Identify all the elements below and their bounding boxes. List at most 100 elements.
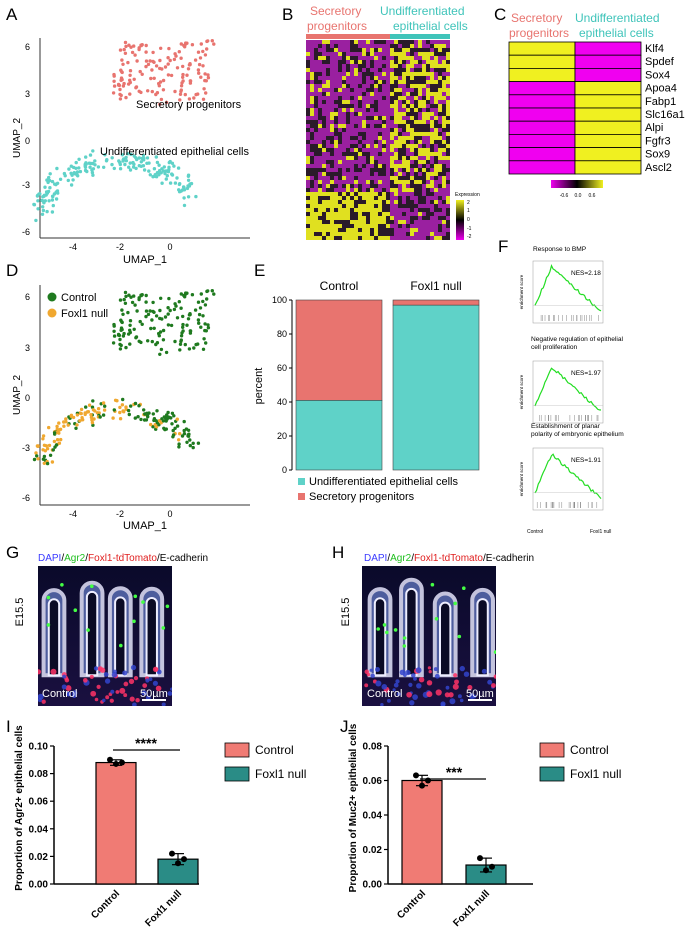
umap-point [110,156,114,160]
heatmap-cell [330,196,334,200]
heatmap-cell [394,64,398,68]
e-legend-secretory: Secretory progenitors [309,491,415,503]
heatmap-cell [438,40,442,44]
heatmap-cell [442,52,446,56]
heatmap-cell [414,200,418,204]
stained-cell [277,701,282,706]
agr2-positive-cell [402,636,407,640]
heatmap-cell [422,56,426,60]
heatmap-cell [338,176,342,180]
heatmap-cell [382,196,386,200]
umap-point [140,43,144,47]
heatmap-cell [338,192,342,196]
heatmap-cell [314,52,318,56]
heatmap-cell [434,236,438,240]
heatmap-cell [438,152,442,156]
b-group-bar-secretory [306,34,390,39]
heatmap-cell [422,236,426,240]
micrograph [497,566,635,707]
panel-a: A 6 3 0 -3 -6 -4 -2 0 UMAP_2 UMAP_1 Secr… [6,5,250,266]
heatmap-cell [386,216,390,220]
umap-point [168,159,172,164]
stained-cell [596,691,601,696]
heatmap-cell [314,168,318,172]
epithelium-fold [190,585,232,676]
heatmap-cell [422,144,426,148]
heatmap-cell [374,40,378,44]
umap-point [147,169,151,173]
heatmap-cell [442,60,446,64]
umap-point [179,338,183,342]
heatmap-cell [434,124,438,128]
umap-point [101,401,106,405]
heatmap-cell [346,44,350,48]
b-legend-tick: -2 [467,234,472,240]
heatmap-cell [406,60,410,64]
stained-cell [375,667,380,672]
heatmap-cell [422,184,426,188]
umap-point [131,165,136,169]
stained-cell [406,691,412,698]
i-significance: **** [135,735,157,751]
heatmap-cell [318,100,322,104]
heatmap-cell [430,120,434,124]
heatmap-cell [362,184,366,188]
heatmap-cell [422,228,426,232]
heatmap-cell [410,44,414,48]
umap-point [190,43,195,47]
heatmap-cell [362,208,366,212]
heatmap-cell [442,40,446,44]
g-stain-agr2: Agr2 [64,553,86,564]
heatmap-cell [362,52,366,56]
umap-point [149,76,153,81]
heatmap-cell [410,96,414,100]
heatmap-cell [350,172,354,176]
micrograph-bg [500,566,634,706]
heatmap-cell [318,76,322,80]
heatmap-cell [322,160,326,164]
heatmap-cell [418,188,422,192]
heatmap-cell [314,124,318,128]
heatmap-cell [338,172,342,176]
heatmap-cell [314,232,318,236]
agr2-positive-cell [504,584,508,588]
e-ytick-label: 60 [277,363,287,373]
heatmap-cell [366,72,370,76]
heatmap-cell [382,116,386,120]
heatmap-cell [430,184,434,188]
heatmap-cell [374,208,378,212]
heatmap-cell [402,184,406,188]
heatmap-cell [338,168,342,172]
heatmap-cell [314,140,318,144]
heatmap-cell [338,44,342,48]
heatmap-cell [434,176,438,180]
heatmap-cell [370,140,374,144]
heatmap-cell [310,172,314,176]
umap-point [121,397,125,402]
heatmap-cell [438,120,442,124]
stained-cell [618,666,623,671]
umap-point [126,310,130,315]
heatmap-cell [374,148,378,152]
heatmap-cell [446,108,450,112]
heatmap-cell [370,88,374,92]
stained-cell [440,702,446,706]
heatmap-cell [386,132,390,136]
heatmap-cell [346,156,350,160]
heatmap-cell [350,196,354,200]
heatmap-cell [414,232,418,236]
umap-point [90,405,95,409]
heatmap-cell [370,68,374,72]
heatmap-cell [414,136,418,140]
heatmap-cell [390,212,394,216]
umap-point [187,347,192,351]
umap-point [48,453,53,457]
heatmap-cell [386,204,390,208]
heatmap-cell [314,88,318,92]
heatmap-cell [310,180,314,184]
heatmap-cell [334,60,338,64]
heatmap-cell [390,208,394,212]
heatmap-cell [330,92,334,96]
h-stain-sep: / [411,553,414,564]
heatmap-cell [338,80,342,84]
